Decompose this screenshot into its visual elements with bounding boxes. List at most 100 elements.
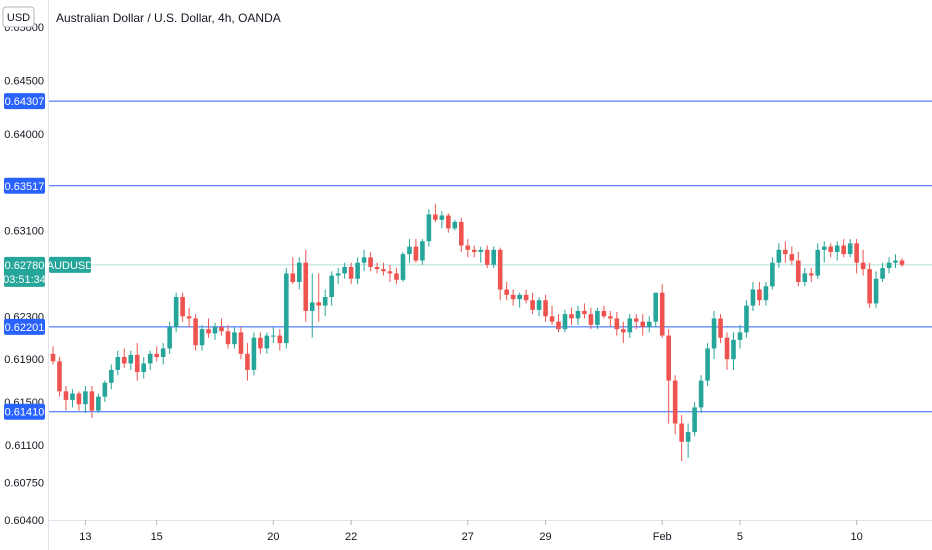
candle-body[interactable] — [705, 348, 710, 380]
candle-body[interactable] — [103, 383, 108, 397]
candle-body[interactable] — [174, 297, 179, 327]
candle-body[interactable] — [880, 268, 885, 279]
candle-body[interactable] — [342, 267, 347, 273]
candle-body[interactable] — [744, 306, 749, 333]
candle-body[interactable] — [524, 295, 529, 300]
candle-body[interactable] — [446, 216, 451, 229]
candle-body[interactable] — [576, 311, 581, 319]
candle-body[interactable] — [200, 329, 205, 345]
candle-body[interactable] — [258, 338, 263, 349]
candle-body[interactable] — [822, 247, 827, 250]
candle-body[interactable] — [349, 267, 354, 279]
candle-body[interactable] — [491, 250, 496, 265]
candle-body[interactable] — [900, 261, 905, 265]
candle-body[interactable] — [718, 318, 723, 337]
candle-body[interactable] — [336, 273, 341, 275]
candle-body[interactable] — [569, 314, 574, 318]
candle-body[interactable] — [478, 250, 483, 252]
candle-body[interactable] — [511, 295, 516, 299]
candle-body[interactable] — [290, 273, 295, 282]
candle-body[interactable] — [647, 322, 652, 327]
candle-body[interactable] — [427, 214, 432, 241]
candle-body[interactable] — [841, 246, 846, 255]
candle-body[interactable] — [621, 329, 626, 332]
candle-body[interactable] — [232, 332, 237, 344]
candle-body[interactable] — [420, 241, 425, 260]
candle-body[interactable] — [355, 263, 360, 279]
candle-body[interactable] — [738, 332, 743, 340]
candle-body[interactable] — [640, 322, 645, 327]
candle-body[interactable] — [608, 316, 613, 318]
candle-body[interactable] — [809, 273, 814, 275]
candle-body[interactable] — [777, 250, 782, 263]
candle-body[interactable] — [472, 250, 477, 252]
candle-body[interactable] — [828, 247, 833, 252]
candle-body[interactable] — [96, 397, 101, 411]
candle-body[interactable] — [615, 318, 620, 329]
candle-body[interactable] — [453, 222, 458, 228]
candle-body[interactable] — [70, 393, 75, 399]
candle-body[interactable] — [770, 263, 775, 287]
candle-body[interactable] — [187, 316, 192, 318]
candle-body[interactable] — [414, 247, 419, 261]
candle-body[interactable] — [148, 354, 153, 364]
candle-body[interactable] — [893, 261, 898, 263]
candle-body[interactable] — [679, 424, 684, 442]
candle-body[interactable] — [653, 293, 658, 322]
candle-body[interactable] — [329, 276, 334, 297]
candle-body[interactable] — [193, 318, 198, 345]
candle-body[interactable] — [381, 269, 386, 271]
candle-body[interactable] — [122, 357, 127, 363]
candle-body[interactable] — [504, 289, 509, 294]
candle-body[interactable] — [303, 263, 308, 311]
candle-body[interactable] — [686, 432, 691, 442]
candle-body[interactable] — [660, 293, 665, 336]
candle-body[interactable] — [297, 263, 302, 282]
candle-body[interactable] — [206, 329, 211, 333]
candle-body[interactable] — [602, 311, 607, 316]
candle-body[interactable] — [128, 355, 133, 364]
candle-body[interactable] — [498, 250, 503, 290]
candle-body[interactable] — [815, 250, 820, 276]
candle-body[interactable] — [180, 297, 185, 316]
candle-body[interactable] — [835, 246, 840, 252]
candle-body[interactable] — [433, 214, 438, 219]
candle-body[interactable] — [77, 393, 82, 404]
candle-body[interactable] — [543, 300, 548, 316]
candle-body[interactable] — [271, 336, 276, 337]
candle-body[interactable] — [861, 263, 866, 269]
candle-body[interactable] — [362, 257, 367, 262]
candle-body[interactable] — [757, 289, 762, 300]
candle-body[interactable] — [537, 300, 542, 310]
candle-body[interactable] — [790, 254, 795, 260]
candle-body[interactable] — [213, 327, 218, 333]
candle-body[interactable] — [556, 322, 561, 330]
candle-body[interactable] — [278, 336, 283, 344]
candle-body[interactable] — [64, 391, 69, 400]
candle-body[interactable] — [57, 361, 62, 391]
candle-body[interactable] — [764, 286, 769, 300]
candle-body[interactable] — [141, 363, 146, 372]
candle-body[interactable] — [563, 314, 568, 329]
candle-body[interactable] — [310, 302, 315, 311]
candle-body[interactable] — [867, 269, 872, 303]
candle-body[interactable] — [731, 340, 736, 359]
candle-body[interactable] — [887, 263, 892, 268]
candle-body[interactable] — [634, 318, 639, 321]
candle-body[interactable] — [135, 355, 140, 372]
candle-body[interactable] — [874, 279, 879, 304]
candle-body[interactable] — [323, 297, 328, 306]
candle-body[interactable] — [252, 338, 257, 370]
candle-body[interactable] — [368, 257, 373, 267]
currency-badge[interactable]: USD — [3, 7, 34, 27]
candle-body[interactable] — [854, 243, 859, 262]
candle-body[interactable] — [407, 247, 412, 255]
candle-body[interactable] — [692, 407, 697, 432]
candle-body[interactable] — [783, 250, 788, 254]
candle-body[interactable] — [848, 243, 853, 254]
candle-body[interactable] — [440, 216, 445, 220]
candle-body[interactable] — [796, 261, 801, 282]
candle-body[interactable] — [83, 391, 88, 404]
candle-body[interactable] — [375, 267, 380, 269]
candle-body[interactable] — [589, 314, 594, 325]
